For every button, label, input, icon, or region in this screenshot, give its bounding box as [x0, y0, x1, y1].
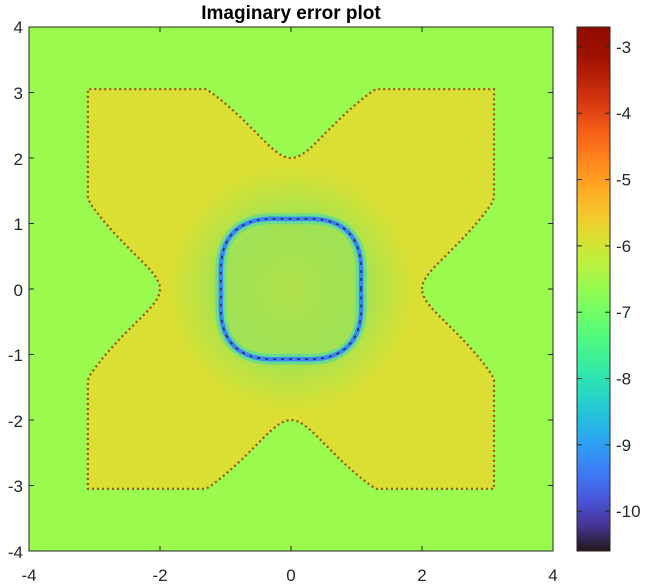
y-tick-label: 4 [14, 18, 23, 37]
colorbar-tick-label: -8 [616, 370, 631, 389]
chart-title: Imaginary error plot [201, 3, 381, 24]
plot-area [29, 27, 553, 551]
colorbar-tick-label: -6 [616, 237, 631, 256]
colorbar-tick-label: -5 [616, 171, 631, 190]
colorbar-tick-labels: -3 -4 -5 -6 -7 -8 -9 -10 [616, 38, 641, 521]
y-tick-labels: 4 3 2 1 0 -1 -2 -3 -4 [8, 18, 23, 562]
colorbar-tick-label: -7 [616, 303, 631, 322]
y-tick-label: 2 [14, 150, 23, 169]
colorbar-bar [576, 26, 611, 552]
colorbar: -3 -4 -5 -6 -7 -8 -9 -10 [576, 26, 641, 552]
axis-ticks [28, 26, 554, 552]
x-tick-label: -4 [21, 566, 36, 585]
colorbar-tick-label: -3 [616, 38, 631, 57]
y-tick-label: -4 [8, 543, 23, 562]
x-tick-label: 0 [286, 566, 295, 585]
y-tick-label: -2 [8, 412, 23, 431]
y-tick-label: 3 [14, 84, 23, 103]
y-tick-label: 1 [14, 215, 23, 234]
x-tick-label: -2 [152, 566, 167, 585]
y-tick-label: -3 [8, 477, 23, 496]
colorbar-ticks [577, 46, 610, 512]
y-tick-label: 0 [14, 281, 23, 300]
y-tick-label: -1 [8, 346, 23, 365]
colorbar-tick-label: -10 [616, 502, 641, 521]
x-tick-labels: -4 -2 0 2 4 [21, 566, 557, 585]
x-tick-label: 4 [548, 566, 557, 585]
center-glow [166, 164, 416, 414]
inner-ring-core [220, 218, 362, 360]
lobe-boundary-noise [86, 88, 496, 490]
colorbar-tick-label: -4 [616, 104, 631, 123]
colorbar-tick-label: -9 [616, 436, 631, 455]
x-tick-label: 2 [417, 566, 426, 585]
